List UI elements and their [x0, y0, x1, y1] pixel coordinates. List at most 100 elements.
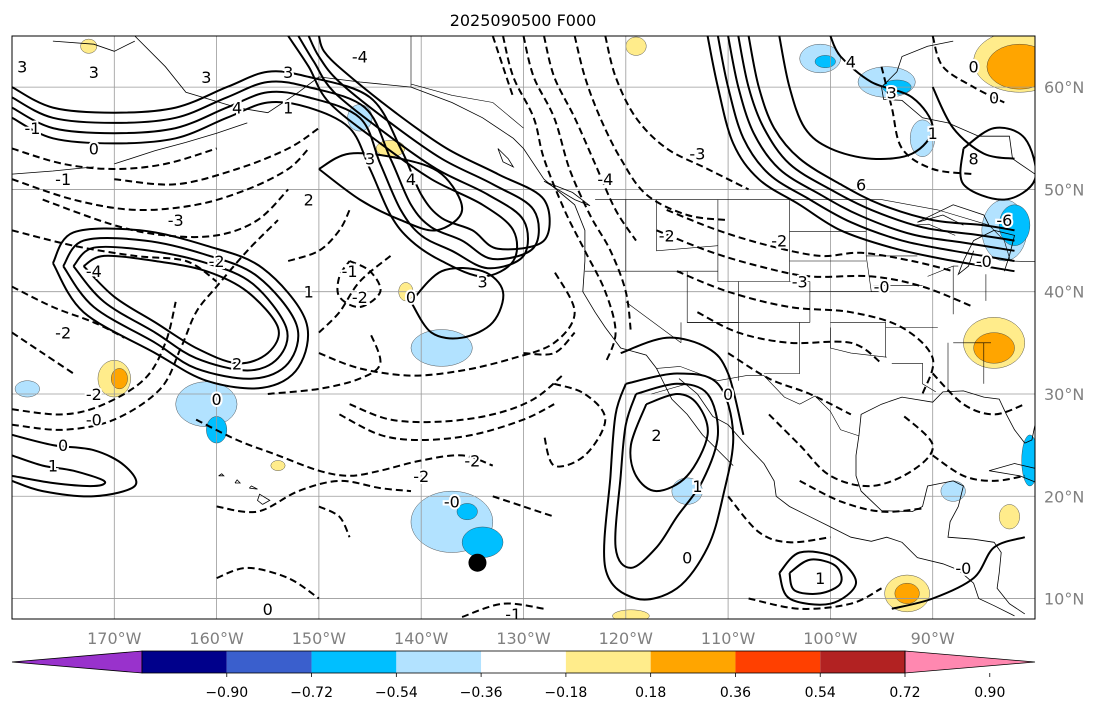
contour-label: -3 [792, 272, 808, 291]
coastline-1 [678, 378, 1015, 617]
contour-label: 1 [692, 477, 702, 496]
negative-contour-33 [12, 331, 74, 375]
colorbar-cell-1 [226, 651, 312, 673]
contour-label: -1 [342, 262, 358, 281]
shaded-region-22 [973, 332, 1015, 364]
negative-contour-65 [748, 587, 882, 610]
contour-label: 0 [989, 88, 999, 107]
positive-contour-2 [62, 237, 300, 380]
colorbar-tick-label: 0.54 [805, 685, 836, 701]
negative-contour-57 [666, 208, 954, 273]
contour-label: 0 [406, 288, 416, 307]
colorbar-cell-4 [481, 651, 566, 673]
negative-contour-35 [12, 219, 279, 431]
shaded-region-2 [456, 503, 478, 520]
contour-label: -2 [659, 226, 675, 245]
border-21 [830, 327, 887, 358]
border-33 [651, 383, 688, 395]
negative-contour-42 [336, 260, 382, 309]
coastline-7 [114, 122, 248, 165]
colorbar-tick-label: 0.72 [889, 685, 920, 701]
positive-contour-19 [747, 36, 1015, 232]
positive-contour-1 [72, 245, 289, 372]
contour-label: 0 [263, 600, 273, 619]
shaded-region-13 [998, 204, 1031, 246]
negative-contour-38 [216, 479, 412, 514]
colorbar-tick-label: −0.36 [460, 685, 503, 701]
contour-label: -4 [86, 262, 102, 281]
coastline-3 [858, 390, 1035, 444]
lat-tick-label: 60°N [1044, 78, 1084, 97]
contour-layer [12, 36, 1035, 618]
positive-contour-4 [12, 36, 519, 278]
coastline-18 [917, 204, 990, 226]
shaded-region-5 [14, 380, 40, 398]
negative-contour-31 [42, 188, 289, 239]
longitude-tick-labels: 170°W 160°W 150°W 140°W 130°W 120°W 110°W 100°W… [87, 629, 955, 648]
coastline-9 [257, 493, 271, 505]
contour-label: 1 [48, 457, 58, 476]
colorbar: −0.90 −0.72 −0.54 −0.36 −0.18 0.18 0.36 0.54 0.7… [11, 650, 1036, 701]
contour-label: 1 [928, 124, 938, 143]
negative-contour-51 [543, 36, 637, 242]
positive-contour-24 [778, 36, 934, 160]
negative-contour-49 [502, 36, 617, 364]
negative-contour-56 [543, 382, 607, 468]
latitude-tick-labels: 60°N 50°N 40°N 30°N 20°N 10°N [1044, 78, 1084, 608]
contour-label: -4 [597, 170, 613, 189]
contour-label: 8 [969, 150, 979, 169]
colorbar-cell-3 [396, 651, 482, 673]
negative-contour-48 [318, 505, 351, 538]
contour-label: 0 [682, 549, 692, 568]
shaded-region-27 [625, 36, 647, 56]
positive-contour-0 [82, 254, 280, 365]
lat-tick-label: 20°N [1044, 487, 1084, 506]
shaded-region-25 [612, 609, 650, 619]
contour-label: 0 [89, 140, 99, 159]
coastline-15 [988, 463, 1035, 483]
negative-contour-34 [12, 301, 177, 416]
contour-label: -2 [771, 232, 787, 251]
coastline-4 [881, 40, 954, 88]
negative-contour-67 [932, 454, 1025, 482]
contour-label: 0 [58, 436, 68, 455]
chart-title: 2025090500 F000 [450, 11, 597, 30]
border-1 [410, 83, 524, 129]
border-2 [595, 199, 1035, 263]
colorbar-extend-low [11, 650, 143, 674]
lat-tick-label: 10°N [1044, 590, 1084, 609]
negative-contour-53 [604, 36, 750, 191]
positive-contour-14 [603, 372, 735, 601]
contour-label: -3 [689, 145, 705, 164]
colorbar-tick-label: −0.90 [205, 685, 248, 701]
positive-contour-12 [629, 392, 709, 493]
contour-label: 0 [723, 385, 733, 404]
colorbar-tick-label: −0.72 [290, 685, 333, 701]
contour-label: 4 [846, 53, 856, 72]
contour-label: 3 [477, 272, 487, 291]
positive-contour-17 [778, 550, 857, 606]
negative-contour-29 [12, 147, 217, 171]
contour-label: 2 [232, 354, 242, 373]
contour-label: -3 [168, 211, 184, 230]
positive-contour-15 [620, 336, 745, 436]
negative-contour-36 [195, 418, 494, 477]
negative-contour-37 [267, 332, 382, 395]
shaded-region-11 [909, 119, 935, 157]
contour-label: -2 [55, 324, 71, 343]
lon-tick-label: 120°W [599, 629, 654, 648]
lon-tick-label: 160°W [189, 629, 244, 648]
positive-contour-20 [737, 36, 1015, 242]
contour-label: -2 [464, 451, 480, 470]
marker-layer [468, 553, 487, 572]
negative-contour-58 [656, 229, 974, 308]
colorbar-cell-0 [142, 651, 227, 673]
coastline-8 [12, 166, 94, 175]
positive-contour-3 [52, 227, 310, 390]
contour-label: 2 [651, 426, 661, 445]
positive-contour-7 [12, 36, 551, 251]
shaded-region-29 [270, 460, 286, 471]
negative-contour-30 [12, 229, 218, 283]
